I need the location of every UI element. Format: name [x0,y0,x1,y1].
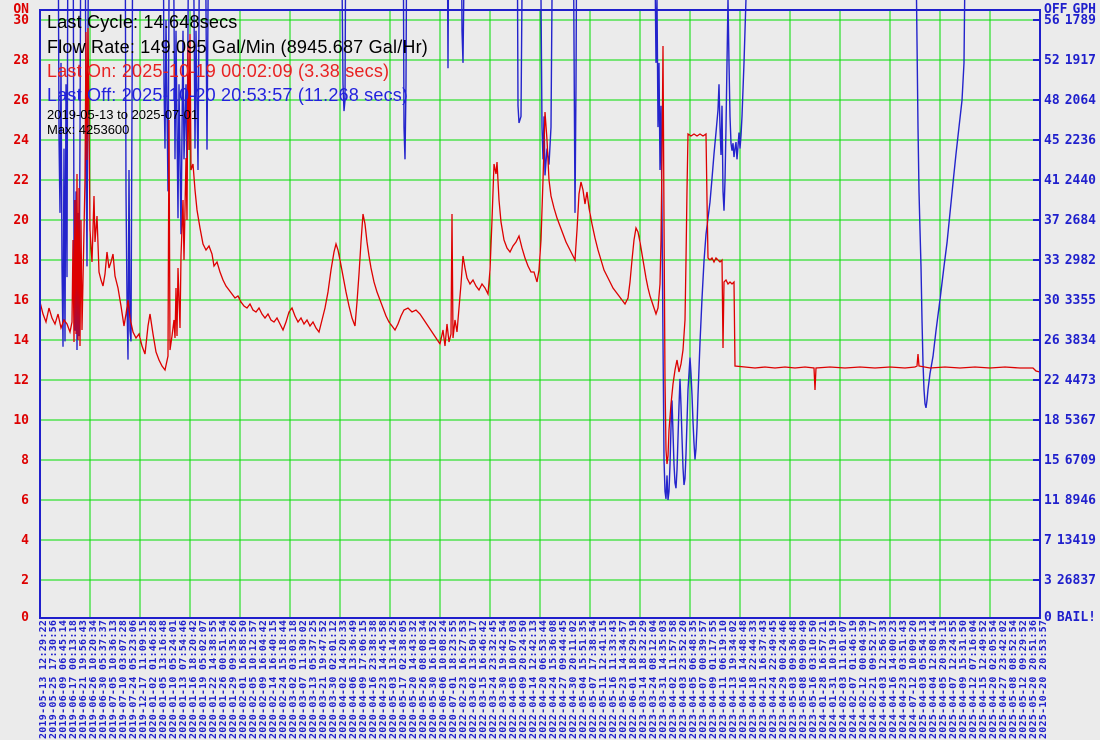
right-axis-row: 0 BAIL! [1044,610,1096,625]
last-on-text: Last On: 2025-10-19 00:02:09 (3.38 secs) [47,61,390,81]
right-axis-row: 41 2440 [1044,173,1096,188]
left-axis-title: ON [13,2,29,17]
off-header-label: OFF [1044,2,1068,17]
right-axis-row: 15 6709 [1044,453,1096,468]
left-axis-tick-label: 4 [21,533,29,548]
off-tick-label: 11 [1044,493,1060,508]
right-axis-row: 7 13419 [1044,533,1096,548]
off-tick-label: 22 [1044,373,1060,388]
left-axis-tick-label: 10 [13,413,29,428]
off-tick-label: 26 [1044,333,1060,348]
off-tick-label: 41 [1044,173,1060,188]
gph-tick-label: 4473 [1064,373,1096,388]
left-axis-tick-label: 22 [13,173,29,188]
off-series-line [162,0,170,192]
left-axis-tick-label: 2 [21,573,29,588]
gph-tick-label: 1917 [1064,53,1096,68]
off-tick-label: 45 [1044,133,1060,148]
right-axis-row: 11 8946 [1044,493,1096,508]
gph-tick-label: 2982 [1064,253,1096,268]
left-axis-tick-label: 24 [13,133,29,148]
off-series-line [57,0,69,347]
max-value-text: Max: 4253600 [47,122,130,137]
left-axis-tick-label: 28 [13,53,29,68]
left-axis-tick-label: 6 [21,493,29,508]
left-axis-tick-label: 26 [13,93,29,108]
off-series-line [402,0,408,160]
gph-tick-label: BAIL! [1056,610,1096,625]
right-axis-header: OFF GPH [1044,2,1096,17]
date-range-text: 2019-05-13 to 2025-07-01 [47,107,199,122]
left-axis-tick-label: 20 [13,213,29,228]
right-axis-row: 45 2236 [1044,133,1096,148]
off-tick-label: 3 [1044,573,1052,588]
left-axis-tick-label: 12 [13,373,29,388]
right-axis-row: 30 3355 [1044,293,1096,308]
gph-tick-label: 3834 [1064,333,1096,348]
right-axis-row: 18 5367 [1044,413,1096,428]
plot-border [39,9,1041,619]
off-series-line [124,0,134,360]
off-series-line [205,0,209,150]
off-tick-label: 15 [1044,453,1060,468]
gph-tick-label: 6709 [1064,453,1096,468]
gph-header-label: GPH [1072,2,1096,17]
gph-tick-label: 2440 [1064,173,1096,188]
last-cycle-text: Last Cycle: 14.648secs [47,12,238,32]
left-axis-tick-label: 16 [13,293,29,308]
x-axis-tick-label: 2025-10-20 20:53:57 [1038,619,1049,739]
gph-tick-label: 26837 [1056,573,1096,588]
off-series-line [654,0,747,501]
off-series-line [193,0,200,171]
gph-tick-label: 1789 [1064,13,1096,28]
off-tick-label: 7 [1044,533,1052,548]
gph-tick-label: 5367 [1064,413,1096,428]
right-axis-row: 26 3834 [1044,333,1096,348]
gph-tick-label: 8946 [1064,493,1096,508]
gph-tick-label: 13419 [1056,533,1096,548]
left-axis-tick-label: 0 [21,610,29,625]
off-tick-label: 37 [1044,213,1060,228]
off-series-line [461,0,465,63]
off-series-line [573,0,578,213]
off-tick-label: 30 [1044,293,1060,308]
off-series-line [341,0,347,112]
left-axis-tick-label: 18 [13,253,29,268]
right-axis-row: 37 2684 [1044,213,1096,228]
off-series-line [516,0,523,124]
left-axis-tick-label: 8 [21,453,29,468]
off-series-line [173,0,189,235]
gph-tick-label: 2236 [1064,133,1096,148]
off-series-line [915,0,966,409]
off-tick-label: 48 [1044,93,1060,108]
left-axis-tick-label: 14 [13,333,29,348]
gph-tick-label: 2684 [1064,213,1096,228]
right-axis-row: 22 4473 [1044,373,1096,388]
off-tick-label: 0 [1044,610,1052,625]
off-tick-label: 18 [1044,413,1060,428]
off-tick-label: 56 [1044,13,1060,28]
gph-tick-label: 2064 [1064,93,1096,108]
off-tick-label: 52 [1044,53,1060,68]
right-axis-row: 56 1789 [1044,13,1096,28]
off-tick-label: 33 [1044,253,1060,268]
right-axis-row: 33 2982 [1044,253,1096,268]
right-axis-row: 3 26837 [1044,573,1096,588]
left-axis-tick-label: 30 [13,13,29,28]
right-axis-row: 52 1917 [1044,53,1096,68]
right-axis-row: 48 2064 [1044,93,1096,108]
off-series-line [446,0,450,69]
last-off-text: Last Off: 2025-10-20 20:53:57 (11.268 se… [47,85,409,105]
gph-tick-label: 3355 [1064,293,1096,308]
off-series-line [540,0,553,176]
flow-rate-text: Flow Rate: 149.095 Gal/Min (8945.687 Gal… [47,37,428,57]
on-series-line [39,27,1041,465]
